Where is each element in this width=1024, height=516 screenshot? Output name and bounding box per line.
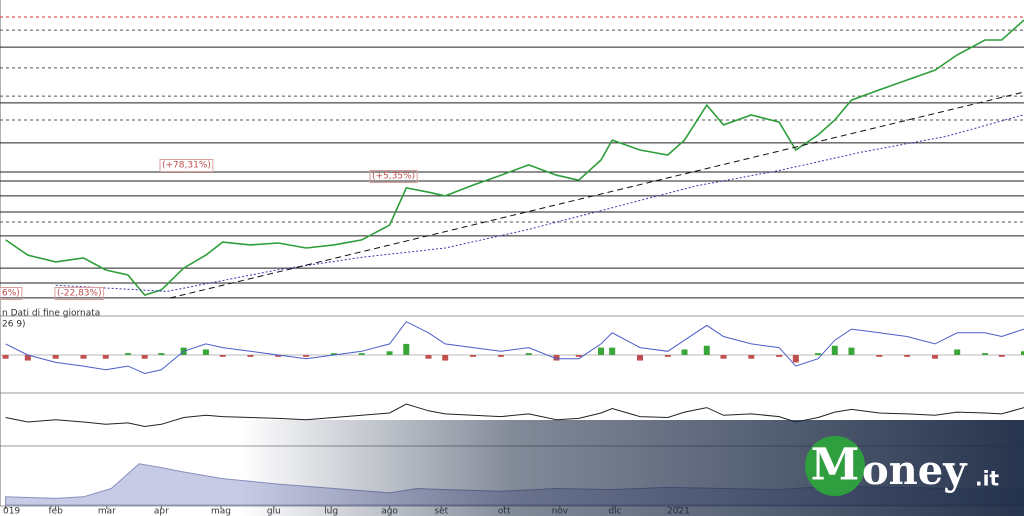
histogram-bar [748,355,755,359]
histogram-bar [330,353,337,355]
x-tick-label: mar [98,507,116,516]
histogram-bar [386,351,393,355]
logo-circle [805,436,865,496]
histogram-bar [637,355,643,361]
histogram-bar [158,353,165,355]
histogram-bar [815,353,822,355]
histogram-bar [80,355,87,359]
annotation-box [369,170,418,183]
histogram-bar [141,355,148,359]
histogram-bar [982,353,989,355]
histogram-bar [998,355,1005,357]
histogram-bar [219,355,226,357]
annotation: (-22,83%) [57,289,102,299]
histogram-bar [442,355,449,361]
histogram-bar [954,349,961,355]
annotation: n Dati di fine giornata [2,309,100,319]
histogram-bar [598,347,605,355]
x-tick-label: mag [211,507,231,516]
series-line [5,19,1024,297]
histogram-bar [24,355,31,361]
histogram-bar [664,355,671,357]
annotation: 6%) [2,289,20,299]
histogram-bar [792,355,799,363]
series-line [55,114,1024,292]
histogram-bar [358,353,365,355]
watermark-band [240,420,1024,516]
histogram-bar [425,355,432,359]
logo-m: M [811,440,860,491]
x-tick-label: feb [48,507,63,516]
histogram-bar [776,355,783,357]
histogram-bar [2,355,9,359]
annotation: (+78,31%) [162,161,211,171]
trend-line [169,91,1024,299]
histogram-bar [525,353,532,355]
x-tick-label: 019 [3,507,20,516]
histogram-bar [247,355,254,357]
histogram-bar [497,355,504,357]
histogram-bar [848,347,855,355]
annotation-box [159,159,214,172]
histogram-bar [125,353,131,355]
histogram-bar [720,355,727,359]
histogram-bar [52,355,59,359]
histogram-bar [275,355,282,357]
series-line [5,403,1024,428]
logo-suffix: .it [975,467,999,491]
series-line [5,321,1024,375]
histogram-bar [470,355,477,357]
histogram-bar [102,355,109,359]
histogram-bar [609,347,616,355]
logo-text: oney [862,447,968,494]
annotation: (+5,35%) [372,172,415,182]
annotation-box [0,287,23,300]
histogram-bar [575,355,582,357]
histogram-bar [681,349,688,355]
histogram-bar [303,355,310,357]
histogram-bar [703,345,710,355]
histogram-bar [904,355,911,357]
annotation-box [54,287,105,300]
histogram-bar [1021,351,1024,355]
histogram-bar [553,355,560,361]
histogram-bar [931,355,938,359]
histogram-bar [876,355,883,357]
histogram-bar [403,343,410,355]
annotation: 26 9) [2,320,26,330]
histogram-bar [202,349,209,355]
x-tick-label: apr [154,507,169,516]
histogram-bar [831,345,838,355]
